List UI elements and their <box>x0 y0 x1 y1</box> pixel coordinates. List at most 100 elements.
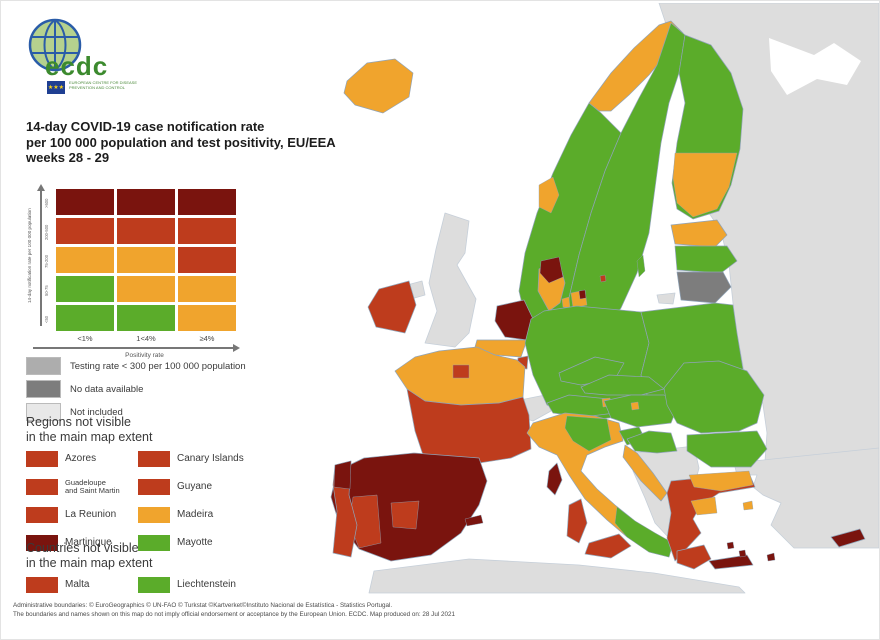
legend-swatch <box>138 478 170 495</box>
map-region-croatia-coast <box>622 444 668 502</box>
map-region-belgium <box>474 339 528 358</box>
map-region-balearic-islands <box>464 514 484 527</box>
legend-item: Mayotte <box>138 529 321 556</box>
countries-heading-line2: in the main map extent <box>26 555 153 570</box>
legend-swatch <box>26 380 61 398</box>
matrix-y-axis-label: 14-day notification rate per 100 000 pop… <box>27 208 32 304</box>
matrix-cell <box>178 218 236 244</box>
ecdc-wordmark: ecdc <box>45 51 109 81</box>
map-region-ireland <box>367 280 417 334</box>
matrix-cell <box>117 247 175 273</box>
legend-swatch <box>26 357 61 375</box>
ecdc-logo: ecdc ★★★ EUROPEAN CENTRE FOR DISEASE PRE… <box>27 17 207 107</box>
countries-legend-grid: Malta Liechtenstein <box>26 571 321 598</box>
legend-item: Guyane <box>138 473 321 500</box>
regions-legend-grid: Azores Canary Islands Guadeloupe and Saint… <box>26 445 321 556</box>
legend-swatch <box>26 506 58 523</box>
map-region-denmark-funen <box>561 296 571 309</box>
ecdc-org-name: EUROPEAN CENTRE FOR DISEASE PREVENTION A… <box>69 80 138 90</box>
globe-icon <box>28 18 82 72</box>
map-region-north-africa <box>368 558 746 594</box>
map-region-crete <box>708 554 754 570</box>
map-region-paris <box>452 364 470 379</box>
countries-section-heading: Countries not visible in the main map ex… <box>26 541 152 570</box>
map-region-lithuania <box>676 271 732 304</box>
matrix-col-label: ≥4% <box>199 334 215 343</box>
map-region-united-kingdom <box>424 212 477 348</box>
map-region-aegean-island-1 <box>726 541 735 550</box>
matrix-cell <box>178 189 236 215</box>
map-region-sardinia <box>566 498 588 544</box>
map-region-greece-central <box>690 496 718 516</box>
legend-label: Mayotte <box>177 536 213 548</box>
map-region-portugal-north <box>333 460 352 490</box>
matrix-cell <box>117 189 175 215</box>
matrix-row-label: 200-500 <box>44 224 49 241</box>
europe-choropleth-map <box>330 3 879 594</box>
page-title: 14-day COVID-19 case notification rate p… <box>26 119 371 166</box>
legend-swatch <box>138 450 170 467</box>
legend-label: Testing rate < 300 per 100 000 populatio… <box>70 360 246 372</box>
gray-legend-list: Testing rate < 300 per 100 000 populatio… <box>26 357 246 426</box>
legend-item: Azores <box>26 445 138 472</box>
legend-swatch <box>26 403 61 421</box>
legend-swatch <box>138 576 170 593</box>
legend-label: No data available <box>70 383 144 395</box>
legend-item: Testing rate < 300 per 100 000 populatio… <box>26 357 246 375</box>
map-region-lesbos <box>742 500 754 511</box>
map-region-gotland <box>636 254 646 278</box>
matrix-col-labels: <1% 1<4% ≥4% <box>56 334 236 343</box>
map-region-denmark-north <box>539 256 564 284</box>
footer-line-2: The boundaries and names shown on this m… <box>13 610 455 618</box>
map-region-slovakia <box>580 374 665 396</box>
footer-credits: Administrative boundaries: © EuroGeograp… <box>13 602 853 619</box>
regions-heading-line2: in the main map extent <box>26 429 153 444</box>
map-region-kaliningrad <box>656 292 676 305</box>
map-region-spain-central <box>390 500 420 530</box>
map-region-greece-north <box>688 470 754 492</box>
matrix-row-label: 75-200 <box>44 254 49 269</box>
regions-section-heading: Regions not visible in the main map exte… <box>26 415 152 444</box>
matrix-cell <box>178 247 236 273</box>
legend-swatch <box>26 576 58 593</box>
legend-item: La Reunion <box>26 501 138 528</box>
matrix-cell <box>178 305 236 331</box>
legend-swatch <box>138 534 170 551</box>
matrix-cell <box>56 189 114 215</box>
legend-label: Azores <box>65 452 97 464</box>
matrix-cell <box>56 305 114 331</box>
map-region-greece <box>666 472 756 562</box>
legend-label: Not included <box>70 406 123 418</box>
matrix-row-label: <50 <box>44 315 49 324</box>
matrix-row-label: 50-75 <box>44 285 49 296</box>
countries-heading-line1: Countries not visible <box>26 541 139 555</box>
matrix-cell <box>117 218 175 244</box>
eu-flag-icon: ★★★ <box>47 81 65 94</box>
map-region-budapest <box>630 401 640 411</box>
matrix-cell <box>56 276 114 302</box>
footer-line-1: Administrative boundaries: © EuroGeograp… <box>13 602 393 609</box>
map-region-denmark-copenhagen <box>578 289 587 300</box>
legend-item: Canary Islands <box>138 445 321 472</box>
map-region-corsica <box>546 462 563 496</box>
map-region-estonia <box>670 219 728 248</box>
matrix-cell <box>178 276 236 302</box>
legend-label: Liechtenstein <box>177 578 236 590</box>
legend-label: La Reunion <box>65 508 117 520</box>
map-region-bornholm <box>599 274 607 283</box>
map-region-aegean-island-2 <box>738 549 747 558</box>
legend-swatch <box>26 478 58 495</box>
title-line-1: 14-day COVID-19 case notification rate <box>26 119 265 134</box>
map-region-finland-central <box>672 152 738 218</box>
title-line-3: weeks 28 - 29 <box>26 150 110 165</box>
map-region-croatia-inland <box>626 430 678 454</box>
matrix-grid <box>56 189 236 331</box>
title-line-2: per 100 000 population and test positivi… <box>26 134 336 150</box>
legend-label: Martinique <box>65 536 112 548</box>
map-region-latvia <box>674 245 738 274</box>
map-region-bulgaria <box>686 430 768 468</box>
map-region-italy-north <box>564 415 612 452</box>
risk-matrix-legend: 14-day notification rate per 100 000 pop… <box>27 184 259 359</box>
map-region-romania <box>663 360 765 434</box>
